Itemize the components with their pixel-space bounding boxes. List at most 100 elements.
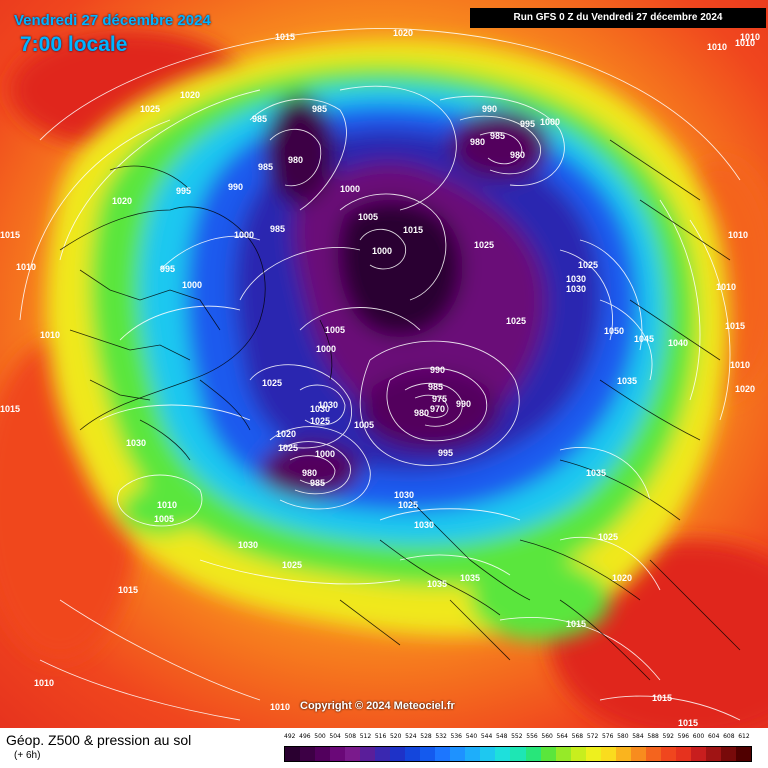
scale-tick-label: 492 bbox=[284, 733, 296, 740]
isobar-label: 1005 bbox=[325, 325, 345, 335]
isobar-label: 1010 bbox=[16, 262, 36, 272]
isobar-label: 1000 bbox=[315, 449, 335, 459]
isobar-label: 995 bbox=[176, 186, 191, 196]
scale-tick-label: 496 bbox=[299, 733, 311, 740]
isobar-label: 1010 bbox=[157, 500, 177, 510]
scale-tick-label: 600 bbox=[692, 733, 705, 740]
isobar-label: 1050 bbox=[604, 326, 624, 336]
scale-swatch bbox=[345, 747, 361, 761]
isobar-label: 985 bbox=[312, 104, 327, 114]
isobar-label: 1020 bbox=[180, 90, 200, 100]
isobar-label: 1010 bbox=[740, 32, 760, 42]
isobar-label: 1010 bbox=[34, 678, 54, 688]
isobar-label: 1015 bbox=[118, 585, 138, 595]
isobar-label: 1010 bbox=[716, 282, 736, 292]
isobar-label: 980 bbox=[510, 150, 525, 160]
isobar-label: 990 bbox=[482, 104, 497, 114]
isobar-label: 985 bbox=[490, 131, 505, 141]
scale-tick-label: 588 bbox=[647, 733, 659, 740]
isobar-label: 1025 bbox=[598, 532, 618, 542]
isobar-label: 1000 bbox=[340, 184, 360, 194]
scale-tick-label: 516 bbox=[374, 733, 387, 740]
green-spot-west bbox=[120, 485, 200, 535]
scale-swatch bbox=[300, 747, 316, 761]
scale-tick-label: 592 bbox=[662, 733, 674, 740]
low-canada bbox=[265, 95, 335, 205]
copyright-text: Copyright © 2024 Meteociel.fr bbox=[300, 700, 455, 712]
isobar-label: 975 bbox=[432, 394, 447, 404]
low-atlantic bbox=[360, 370, 500, 450]
scale-tick-label: 564 bbox=[556, 733, 568, 740]
isobar-label: 1015 bbox=[678, 718, 698, 728]
isobar-label: 1010 bbox=[730, 360, 750, 370]
map-title: Géop. Z500 & pression au sol bbox=[6, 732, 192, 748]
isobar-label: 1030 bbox=[566, 284, 586, 294]
isobar-label: 995 bbox=[520, 119, 535, 129]
scale-swatch bbox=[600, 747, 616, 761]
isobar-label: 1000 bbox=[234, 230, 254, 240]
isobar-label: 1045 bbox=[634, 334, 654, 344]
scale-swatch bbox=[705, 747, 721, 761]
map-date: Vendredi 27 décembre 2024 bbox=[14, 12, 211, 29]
isobar-label: 980 bbox=[302, 468, 317, 478]
scale-swatch bbox=[510, 747, 526, 761]
isobar-label: 1025 bbox=[506, 316, 526, 326]
isobar-label: 1015 bbox=[725, 321, 745, 331]
scale-tick-label: 520 bbox=[389, 733, 402, 740]
scale-tick-label: 504 bbox=[329, 733, 341, 740]
scale-swatch bbox=[375, 747, 391, 761]
scale-tick-label: 612 bbox=[738, 733, 750, 740]
isobar-label: 1025 bbox=[398, 500, 418, 510]
scale-swatch bbox=[675, 747, 691, 761]
isobar-label: 1020 bbox=[735, 384, 755, 394]
isobar-label: 985 bbox=[428, 382, 443, 392]
band-dark-core bbox=[337, 200, 463, 337]
scale-swatch bbox=[495, 747, 511, 761]
isobar-label: 1000 bbox=[182, 280, 202, 290]
isobar-label: 1020 bbox=[112, 196, 132, 206]
scale-tick-label: 576 bbox=[601, 733, 614, 740]
isobar-label: 1020 bbox=[612, 573, 632, 583]
scale-swatch bbox=[660, 747, 676, 761]
scale-tick-label: 500 bbox=[314, 733, 326, 740]
isobar-label: 1030 bbox=[310, 404, 330, 414]
isobar-label: 1025 bbox=[578, 260, 598, 270]
scale-swatch bbox=[570, 747, 586, 761]
isobar-label: 990 bbox=[228, 182, 243, 192]
isobar-labels: 1015 1020 1010 1010 1010 1025 1020 985 985 980 985… bbox=[0, 28, 760, 728]
scale-tick-label: 556 bbox=[526, 733, 538, 740]
isobar-label: 1030 bbox=[394, 490, 414, 500]
scale-swatch bbox=[450, 747, 466, 761]
isobar-label: 990 bbox=[456, 399, 471, 409]
scale-swatch bbox=[540, 747, 556, 761]
isobar-label: 985 bbox=[252, 114, 267, 124]
scale-swatch bbox=[360, 747, 376, 761]
green-spot-east bbox=[470, 560, 610, 640]
isobar-label: 1015 bbox=[652, 693, 672, 703]
forecast-offset: (+ 6h) bbox=[14, 750, 41, 761]
isobar-label: 1025 bbox=[278, 443, 298, 453]
scale-tick-label: 548 bbox=[495, 733, 508, 740]
isobar-label: 1010 bbox=[728, 230, 748, 240]
scale-swatch bbox=[735, 747, 751, 761]
scale-tick-label: 580 bbox=[617, 733, 629, 740]
low-pacific bbox=[260, 442, 360, 498]
weather-map: 1015 1020 1010 1010 1010 1025 1020 985 985 980 985… bbox=[0, 0, 768, 728]
scale-tick-label: 512 bbox=[359, 733, 372, 740]
scale-tick-label: 508 bbox=[344, 733, 357, 740]
isobar-label: 985 bbox=[270, 224, 285, 234]
scale-swatch bbox=[435, 747, 451, 761]
isobar-label: 1000 bbox=[540, 117, 560, 127]
scale-tick-label: 604 bbox=[707, 733, 720, 740]
isobar-label: 1030 bbox=[318, 400, 338, 410]
isobar-label: 1030 bbox=[566, 274, 586, 284]
isobar-label: 1030 bbox=[238, 540, 258, 550]
isobar-label: 1010 bbox=[707, 42, 727, 52]
scale-tick-label: 568 bbox=[571, 733, 584, 740]
color-scale-bar bbox=[284, 746, 752, 762]
isobar-label: 1015 bbox=[566, 619, 586, 629]
map-local-time: 7:00 locale bbox=[20, 33, 128, 56]
color-scale-labels: 492 496 500 504 508 512 516 520 524 528 532 536 540 5… bbox=[284, 733, 750, 745]
scale-swatch bbox=[285, 747, 301, 761]
isobar-label: 1025 bbox=[474, 240, 494, 250]
